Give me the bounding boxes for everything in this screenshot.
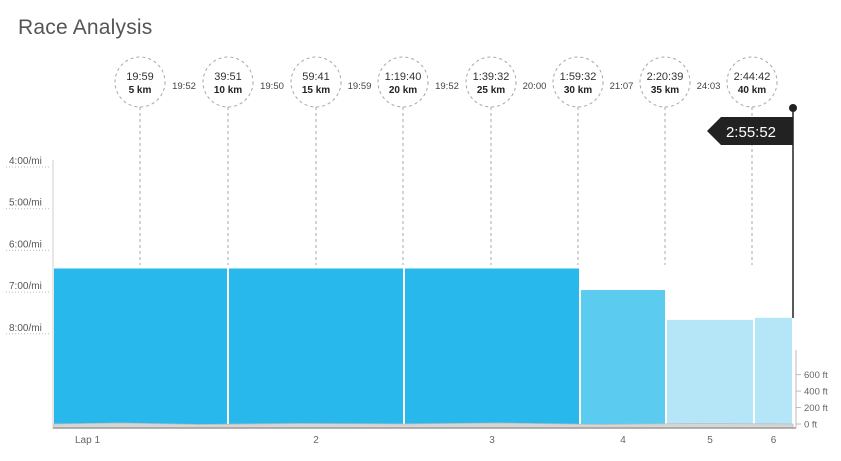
lap-label: 4 — [620, 435, 626, 446]
split-interval-label: 21:07 — [610, 81, 634, 92]
split-time-label: 1:39:32 — [473, 71, 510, 83]
split-time-label: 19:59 — [126, 71, 154, 83]
pace-axis-tick-label: 5:00/mi — [9, 198, 42, 209]
split-marker-circle[interactable] — [377, 56, 429, 108]
split-distance-label: 35 km — [651, 85, 679, 96]
split-marker-circle[interactable] — [465, 56, 517, 108]
lap-label: 6 — [771, 435, 777, 446]
split-distance-label: 10 km — [214, 85, 242, 96]
lap-label: 3 — [489, 435, 495, 446]
pace-gridlines: 4:00/mi 5:00/mi 6:00/mi 7:00/mi 8:00/mi — [6, 156, 50, 335]
split-interval-label: 24:03 — [697, 81, 721, 92]
split-distance-label: 25 km — [477, 85, 505, 96]
lap-bar[interactable] — [54, 268, 227, 425]
elevation-axis-tick-label: 0 ft — [804, 420, 818, 431]
split-distance-label: 15 km — [302, 85, 330, 96]
pace-axis-tick-label: 8:00/mi — [9, 323, 42, 334]
split-marker-circle[interactable] — [639, 56, 691, 108]
pace-axis-tick-label: 7:00/mi — [9, 281, 42, 292]
lap-label: Lap 1 — [75, 435, 100, 446]
lap-bars — [54, 268, 792, 425]
lap-label: 2 — [313, 435, 319, 446]
split-marker-circle[interactable] — [726, 56, 778, 108]
split-time-label: 2:44:42 — [734, 71, 771, 83]
elevation-axis-tick-label: 400 ft — [804, 387, 828, 398]
lap-bar[interactable] — [405, 268, 579, 425]
split-leader-lines — [139, 107, 753, 265]
split-interval-label: 20:00 — [523, 81, 547, 92]
lap-bar[interactable] — [667, 319, 753, 425]
split-marker-circle[interactable] — [114, 56, 166, 108]
finish-flag — [707, 117, 793, 145]
page-title: Race Analysis — [18, 16, 153, 39]
lap-label: 5 — [707, 435, 713, 446]
finish-time-label: 2:55:52 — [726, 124, 776, 141]
elevation-axis-tick-label: 600 ft — [804, 370, 828, 381]
lap-bar[interactable] — [581, 290, 665, 425]
split-interval-label: 19:59 — [348, 81, 372, 92]
elevation-axis-tick-label: 200 ft — [804, 403, 828, 414]
split-time-label: 2:20:39 — [647, 71, 684, 83]
split-distance-label: 5 km — [129, 85, 152, 96]
split-time-label: 1:19:40 — [385, 71, 422, 83]
split-marker-circle[interactable] — [552, 56, 604, 108]
split-marker-circle[interactable] — [290, 56, 342, 108]
pace-axis-tick-label: 6:00/mi — [9, 239, 42, 250]
split-interval-label: 19:50 — [260, 81, 284, 92]
split-interval-label: 19:52 — [172, 81, 196, 92]
chart-axes: Lap 1 2 3 4 5 6 600 ft 400 ft 200 ft 0 ft — [52, 160, 828, 446]
split-marker-circle[interactable] — [202, 56, 254, 108]
lap-bar[interactable] — [755, 317, 792, 425]
split-time-label: 59:41 — [302, 71, 330, 83]
split-interval-label: 19:52 — [435, 81, 459, 92]
split-markers: 19:59 5 km 39:51 10 km 59:41 15 km 1:19:40 20 k… — [114, 56, 778, 108]
split-distance-label: 40 km — [738, 85, 766, 96]
lap-bar[interactable] — [229, 268, 403, 425]
split-time-label: 39:51 — [214, 71, 242, 83]
split-distance-label: 30 km — [564, 85, 592, 96]
finish-marker: 2:55:52 — [707, 104, 797, 318]
pace-axis-tick-label: 4:00/mi — [9, 156, 42, 167]
split-distance-label: 20 km — [389, 85, 417, 96]
split-time-label: 1:59:32 — [560, 71, 597, 83]
finish-pole-dot — [789, 104, 797, 112]
